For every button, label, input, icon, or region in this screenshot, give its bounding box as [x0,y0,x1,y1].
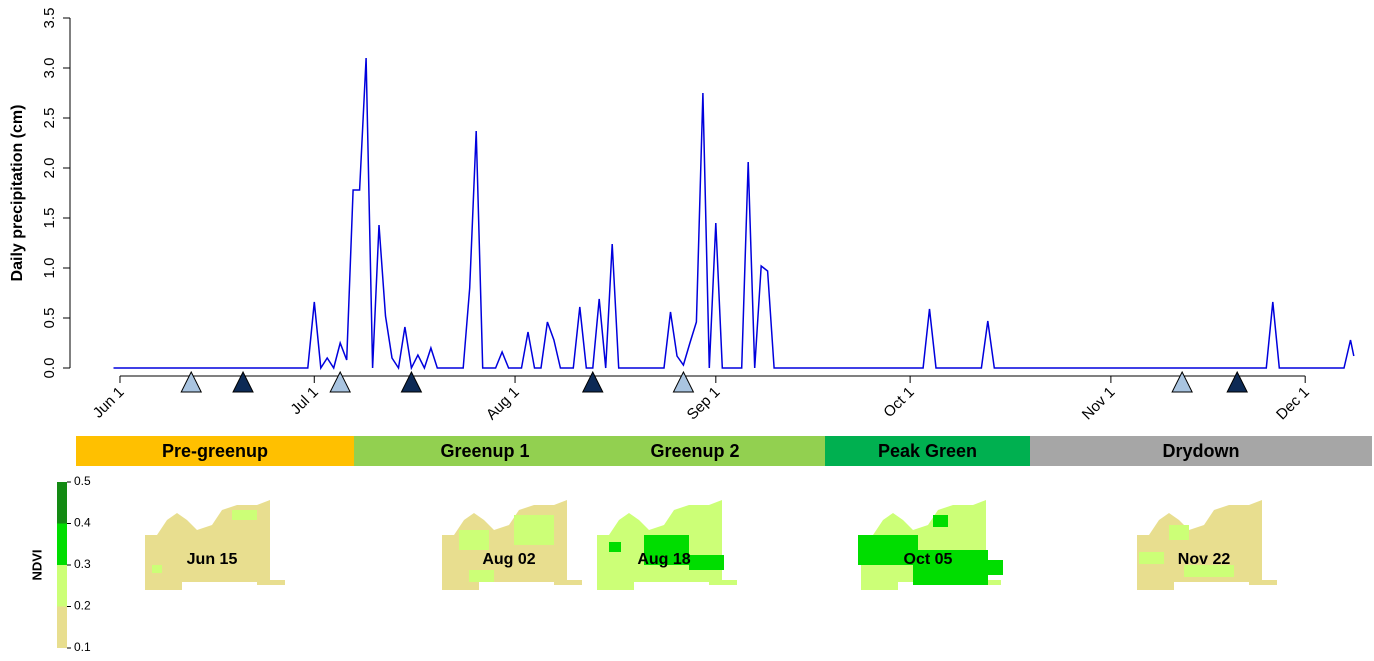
acquisition-marker [583,372,603,392]
ndvi-patch [983,560,1003,575]
map-date: Jun 15 [187,551,238,568]
x-tick-label: Dec 1 [1273,384,1313,424]
acquisition-marker [330,372,350,392]
y-tick-label: 3.0 [41,58,58,79]
y-tick-label: 1.0 [41,258,58,279]
precipitation-line [114,58,1354,368]
colorbar-segment [57,524,67,566]
colorbar-tick-label: 0.1 [74,640,91,654]
phase-label: Drydown [1162,441,1239,461]
y-tick-label: 2.0 [41,158,58,179]
acquisition-marker [181,372,201,392]
ndvi-map [145,500,285,590]
acquisition-marker [233,372,253,392]
map-date: Aug 18 [637,551,690,568]
x-tick-label: Jun 1 [90,384,128,422]
ndvi-patch [689,555,724,570]
x-tick-label: Aug 1 [483,384,523,424]
ndvi-patch [514,515,554,545]
colorbar-tick-label: 0.4 [74,516,91,530]
colorbar-segment [57,482,67,524]
phase-label: Greenup 1 [440,441,529,461]
colorbar-segment [57,607,67,649]
ndvi-patch [1139,552,1164,564]
phase-label: Greenup 2 [650,441,739,461]
ndvi-patch [152,565,162,573]
y-tick-label: 0.5 [41,308,58,329]
ndvi-patch [232,510,257,520]
ndvi-patch [1169,525,1189,540]
colorbar-tick-label: 0.5 [74,474,91,488]
x-tick-label: Jul 1 [287,384,321,418]
ndvi-patch [469,570,494,582]
phase-label: Pre-greenup [162,441,268,461]
ndvi-label: NDVI [29,549,44,580]
colorbar-tick-label: 0.3 [74,557,91,571]
ndvi-patch [609,542,621,552]
colorbar-segment [57,565,67,607]
acquisition-marker [1172,372,1192,392]
y-tick-label: 3.5 [41,8,58,29]
phase-label: Peak Green [878,441,977,461]
ndvi-patch [933,515,948,527]
acquisition-marker [673,372,693,392]
acquisition-marker [401,372,421,392]
x-tick-label: Nov 1 [1079,384,1119,424]
y-tick-label: 0.0 [41,358,58,379]
chart: Daily precipitation (cm) NDVI 0.0 0.5 1.0 1… [0,0,1374,661]
colorbar-tick-label: 0.2 [74,599,91,613]
y-tick-label: 1.5 [41,208,58,229]
x-tick-label: Oct 1 [880,384,917,421]
map-date: Aug 02 [482,551,535,568]
map-date: Oct 05 [904,551,953,568]
map-date: Nov 22 [1178,551,1231,568]
acquisition-marker [1227,372,1247,392]
ndvi-patch [459,530,489,550]
y-axis-label: Daily precipitation (cm) [9,105,26,282]
page: Daily precipitation (cm) NDVI 0.0 0.5 1.0 1… [0,0,1374,661]
y-tick-label: 2.5 [41,108,58,129]
